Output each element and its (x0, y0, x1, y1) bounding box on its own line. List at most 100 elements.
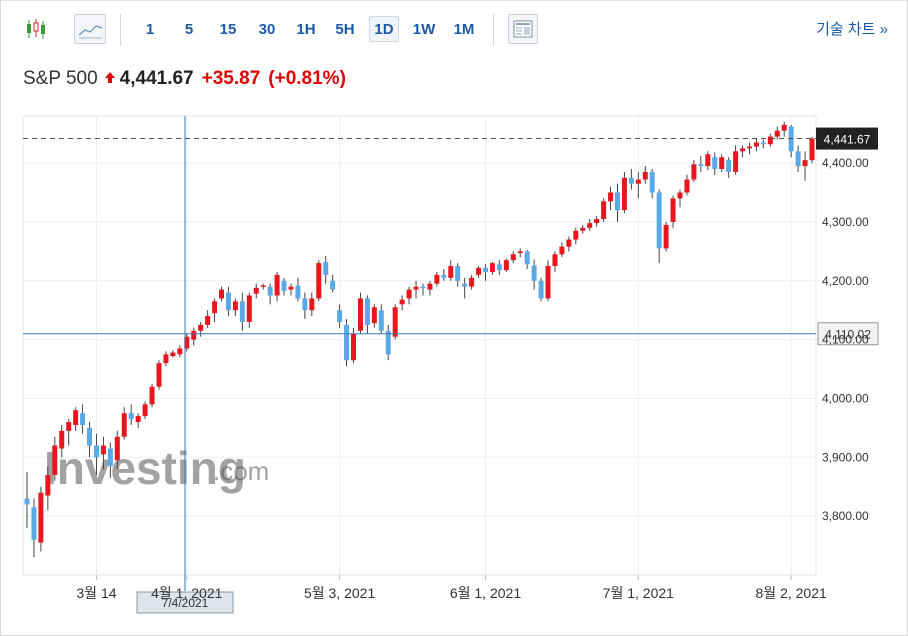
candle-body (628, 177, 634, 184)
news-layout-icon[interactable] (508, 14, 538, 44)
candle-body (80, 413, 86, 425)
interval-5-button[interactable]: 5 (177, 16, 201, 42)
candle-body (288, 286, 294, 290)
candle-body (740, 148, 746, 152)
candle-body (726, 160, 732, 172)
crosshair-y-label: 4,110.02 (825, 328, 871, 342)
chart-grid (22, 115, 817, 576)
candle-body (357, 298, 363, 331)
candle-body (45, 474, 51, 496)
chart-toolbar: 1 5 15 30 1H 5H 1D 1W 1M 기술 차트 » (0, 8, 906, 52)
interval-1d-button[interactable]: 1D (369, 16, 399, 42)
candle-body (566, 239, 572, 247)
crosshair-x-label: 7/4/2021 (162, 596, 209, 610)
watermark-suffix: .com (213, 456, 269, 486)
candle-body (802, 160, 808, 167)
candlestick-chart-icon[interactable] (20, 14, 54, 44)
candle-body (295, 285, 301, 299)
last-price: 4,441.67 (119, 68, 194, 90)
candle-body (31, 507, 37, 540)
watermark-brand: Investing (44, 442, 246, 494)
candle-body (142, 404, 148, 417)
interval-1h-button[interactable]: 1H (292, 16, 320, 42)
candle-body (302, 298, 308, 311)
candle-body (608, 192, 614, 202)
candle-body (462, 283, 468, 287)
candle-body (746, 146, 752, 149)
technical-chart-link[interactable]: 기술 차트 » (816, 21, 888, 38)
x-tick-label: 7월 1, 2021 (603, 585, 674, 601)
candle-body (524, 251, 530, 265)
price-change-percent: (+0.81%) (268, 68, 346, 90)
candle-body (482, 267, 488, 272)
crosshair-y-tag (817, 322, 879, 346)
candle-body (580, 227, 586, 231)
candle-body (538, 280, 544, 299)
candle-body (38, 492, 44, 543)
candle-body (191, 330, 197, 340)
x-tick-label: 8월 2, 2021 (756, 585, 827, 601)
candle-body (100, 445, 106, 455)
candle-body (545, 266, 551, 299)
interval-30-button[interactable]: 30 (253, 16, 281, 42)
candle-body (448, 266, 454, 278)
candle-body (677, 192, 683, 199)
last-price-tag (816, 127, 878, 150)
x-tick-label: 5월 3, 2021 (304, 585, 375, 601)
candle-body (614, 192, 620, 211)
candle-body (559, 246, 565, 255)
candle-body (337, 310, 343, 322)
candle-body (809, 138, 815, 161)
interval-15-button[interactable]: 15 (214, 16, 242, 42)
interval-5h-button[interactable]: 5H (331, 16, 359, 42)
investing-watermark: Investing .com (44, 442, 269, 494)
plot-area (22, 115, 817, 576)
crosshair-x-tag (136, 591, 234, 614)
candle-body (441, 274, 447, 278)
candle-body (503, 260, 509, 271)
candle-body (774, 130, 780, 137)
candle-body (385, 330, 391, 355)
candle-body (66, 422, 72, 431)
candle-body (760, 142, 766, 145)
candle-body (87, 427, 93, 446)
candle-body (670, 198, 676, 222)
candle-body (455, 266, 461, 281)
candle-body (684, 179, 690, 193)
interval-1m-button[interactable]: 1M (449, 16, 479, 42)
candle-body (510, 254, 516, 261)
candle-body (156, 363, 162, 387)
candle-body (323, 261, 329, 275)
candle-body (351, 333, 357, 361)
candle-body (517, 251, 523, 254)
candle-body (24, 498, 30, 505)
candle-body (649, 171, 655, 193)
y-tick-label: 4,200.00 (822, 274, 869, 288)
up-arrow-icon (104, 68, 116, 90)
candle-body (260, 285, 266, 287)
candle-body (552, 254, 558, 267)
candle-body (121, 413, 127, 437)
candle-body (733, 151, 739, 172)
candle-body (420, 286, 426, 289)
candle-body (469, 277, 475, 287)
candle-body (73, 410, 79, 425)
line-chart-icon[interactable] (74, 14, 106, 44)
candle-body (205, 316, 211, 325)
candle-body (663, 224, 669, 249)
candle-body (59, 430, 65, 449)
candle-body (413, 286, 419, 290)
candle-body (434, 274, 440, 284)
last-price-tag-label: 4,441.67 (824, 133, 871, 147)
interval-1w-button[interactable]: 1W (409, 16, 439, 42)
y-tick-label: 4,400.00 (822, 156, 869, 170)
candle-body (93, 445, 99, 458)
candle-body (476, 267, 482, 275)
candle-body (587, 223, 593, 228)
y-tick-label: 3,800.00 (822, 509, 869, 523)
candle-body (371, 307, 377, 324)
interval-1-button[interactable]: 1 (138, 16, 162, 42)
candle-body (253, 287, 259, 294)
candle-body (767, 136, 773, 145)
